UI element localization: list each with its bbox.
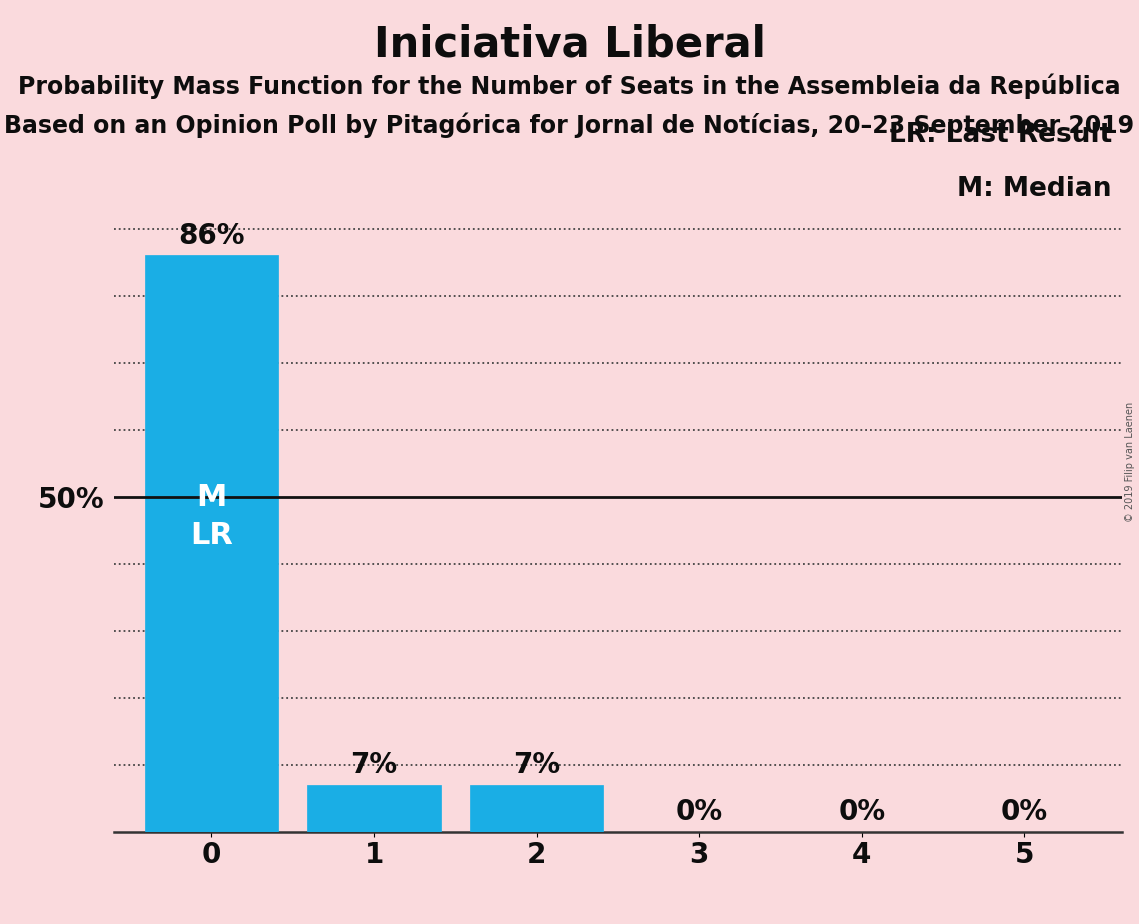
Text: 0%: 0% <box>675 798 723 826</box>
Text: Based on an Opinion Poll by Pitagórica for Jornal de Notícias, 20–23 September 2: Based on an Opinion Poll by Pitagórica f… <box>5 113 1134 139</box>
Text: 7%: 7% <box>513 751 560 779</box>
Text: M: Median: M: Median <box>958 176 1112 202</box>
Text: 86%: 86% <box>178 222 245 250</box>
Text: Probability Mass Function for the Number of Seats in the Assembleia da República: Probability Mass Function for the Number… <box>18 74 1121 100</box>
Bar <box>308 784 441 832</box>
Text: M
LR: M LR <box>190 483 232 551</box>
Bar <box>145 256 278 832</box>
Text: 0%: 0% <box>1001 798 1048 826</box>
Bar <box>470 784 604 832</box>
Text: Iniciativa Liberal: Iniciativa Liberal <box>374 23 765 65</box>
Text: © 2019 Filip van Laenen: © 2019 Filip van Laenen <box>1125 402 1134 522</box>
Text: 0%: 0% <box>838 798 885 826</box>
Text: 7%: 7% <box>351 751 398 779</box>
Text: LR: Last Result: LR: Last Result <box>888 122 1112 148</box>
